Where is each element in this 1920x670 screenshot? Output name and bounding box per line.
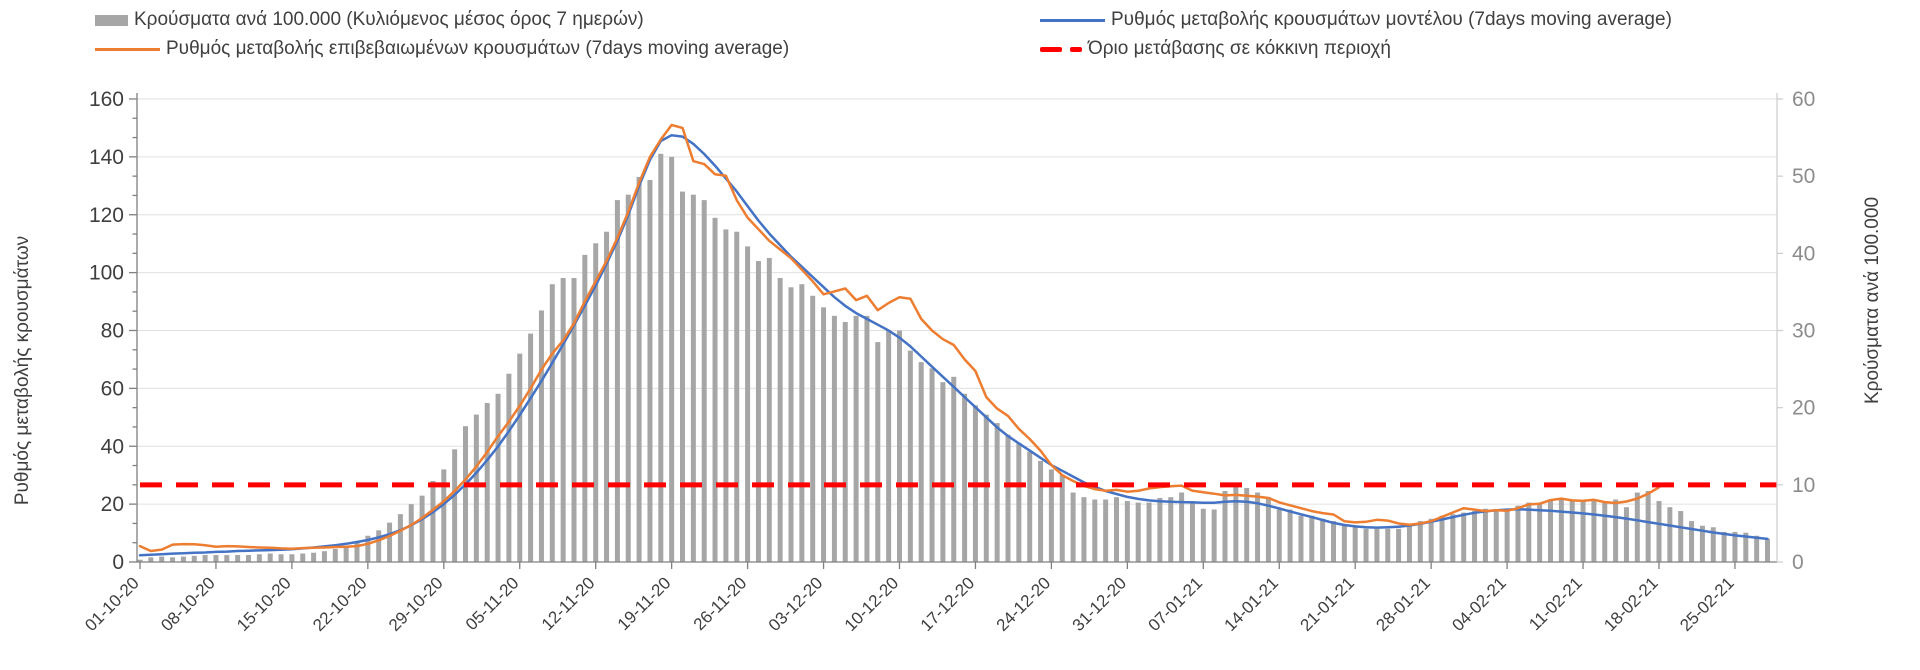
- svg-text:19-11-20: 19-11-20: [614, 573, 675, 634]
- svg-text:05-11-20: 05-11-20: [462, 573, 523, 634]
- y-axis-right: 0 10 20 30 40 50 60: [1776, 88, 1815, 574]
- dash-segment: [1070, 46, 1082, 52]
- svg-text:03-12-20: 03-12-20: [765, 573, 827, 635]
- svg-text:80: 80: [101, 320, 124, 343]
- svg-text:18-02-21: 18-02-21: [1600, 573, 1662, 635]
- gridlines: [137, 98, 1777, 505]
- svg-text:24-12-20: 24-12-20: [993, 573, 1055, 635]
- svg-text:50: 50: [1792, 165, 1815, 188]
- svg-text:26-11-20: 26-11-20: [690, 573, 751, 634]
- bar-swatch-icon: [95, 14, 128, 26]
- confirmed-rate-line: [138, 123, 1661, 553]
- svg-text:21-01-21: 21-01-21: [1296, 573, 1358, 635]
- svg-text:60: 60: [1792, 88, 1815, 111]
- svg-text:14-01-21: 14-01-21: [1221, 573, 1283, 635]
- svg-text:22-10-20: 22-10-20: [309, 573, 371, 635]
- svg-text:120: 120: [89, 204, 124, 227]
- svg-text:160: 160: [89, 88, 124, 111]
- svg-text:01-10-20: 01-10-20: [81, 573, 143, 635]
- y-axis-left: 0 20 40 60 80 100 120 140 160: [89, 88, 138, 574]
- line-swatch-icon: [1040, 18, 1105, 22]
- legend-label: Κρούσματα ανά 100.000 (Κυλιόμενος μέσος …: [134, 9, 644, 30]
- svg-text:29-10-20: 29-10-20: [385, 573, 447, 635]
- legend-item-confirmed-rate: Ρυθμός μεταβολής επιβεβαιωμένων κρουσμάτ…: [95, 37, 789, 61]
- legend-label: Όριο μετάβασης σε κόκκινη περιοχή: [1088, 38, 1391, 59]
- svg-text:28-01-21: 28-01-21: [1372, 573, 1434, 635]
- svg-text:31-12-20: 31-12-20: [1069, 573, 1131, 635]
- svg-text:40: 40: [101, 435, 124, 458]
- svg-text:40: 40: [1792, 242, 1815, 265]
- legend-item-cases-per-100k: Κρούσματα ανά 100.000 (Κυλιόμενος μέσος …: [95, 8, 644, 32]
- legend-label: Ρυθμός μεταβολής κρουσμάτων μοντέλου (7d…: [1111, 9, 1672, 30]
- svg-text:10-12-20: 10-12-20: [841, 573, 903, 635]
- svg-text:25-02-21: 25-02-21: [1676, 573, 1738, 635]
- right-axis-title: Κρούσματα ανά 100.000: [1862, 197, 1883, 404]
- dashed-line-swatch-icon: [1040, 46, 1082, 52]
- svg-text:08-10-20: 08-10-20: [157, 573, 219, 635]
- svg-text:100: 100: [89, 262, 124, 285]
- svg-text:30: 30: [1792, 320, 1815, 343]
- x-axis: 01-10-20 08-10-20 15-10-20 22-10-20 29-10-20…: [81, 561, 1777, 635]
- svg-text:15-10-20: 15-10-20: [233, 573, 295, 635]
- svg-text:04-02-21: 04-02-21: [1448, 573, 1510, 635]
- svg-text:0: 0: [1792, 551, 1804, 574]
- svg-text:11-02-21: 11-02-21: [1525, 573, 1586, 634]
- legend-label: Ρυθμός μεταβολής επιβεβαιωμένων κρουσμάτ…: [166, 38, 790, 59]
- bars-series-cases-per-100k: [137, 153, 1770, 563]
- svg-text:20: 20: [101, 493, 124, 516]
- legend-item-model-rate: Ρυθμός μεταβολής κρουσμάτων μοντέλου (7d…: [1040, 8, 1672, 32]
- svg-text:07-01-21: 07-01-21: [1145, 573, 1207, 635]
- svg-text:60: 60: [101, 377, 124, 400]
- svg-text:17-12-20: 17-12-20: [917, 573, 979, 635]
- svg-text:140: 140: [89, 146, 124, 169]
- legend-item-red-zone-threshold: Όριο μετάβασης σε κόκκινη περιοχή: [1040, 37, 1391, 61]
- line-swatch-icon: [95, 47, 160, 51]
- svg-text:12-11-20: 12-11-20: [538, 573, 599, 634]
- svg-text:10: 10: [1792, 474, 1815, 497]
- dash-segment: [1040, 46, 1062, 52]
- svg-text:20: 20: [1792, 397, 1815, 420]
- svg-text:0: 0: [112, 551, 124, 574]
- left-axis-title: Ρυθμός μεταβολής κρουσμάτων: [12, 236, 33, 505]
